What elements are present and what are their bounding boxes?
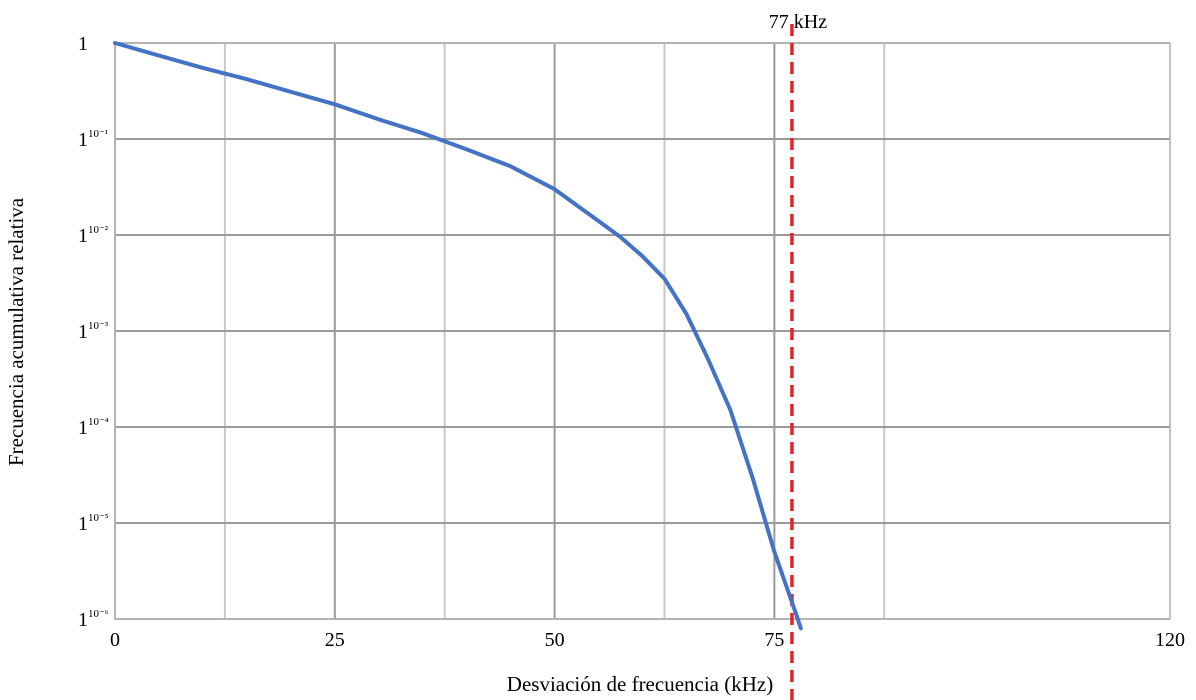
plot-border <box>114 42 1171 620</box>
y-axis-label: Frecuencia acumulativa relativa <box>4 197 28 466</box>
series-line <box>113 41 803 631</box>
grid <box>114 42 1171 620</box>
y-tick-label: 110⁻³ <box>78 320 109 343</box>
y-tick-label: 1 <box>78 33 88 55</box>
y-tick-labels: 1 110⁻¹ 110⁻² 110⁻³ 110⁻⁴ 110⁻⁵ 110⁻⁶ <box>78 33 109 631</box>
y-tick-label: 110⁻² <box>78 224 109 247</box>
threshold-label: 77 kHz <box>769 11 827 33</box>
y-tick-label: 110⁻⁵ <box>78 512 109 535</box>
y-tick-label: 110⁻¹ <box>78 128 108 151</box>
series-layer <box>113 41 803 631</box>
y-tick-label: 110⁻⁶ <box>78 608 109 631</box>
x-tick-label: 120 <box>1155 629 1185 651</box>
x-axis-label: Desviación de frecuencia (kHz) <box>507 672 773 696</box>
x-tick-label: 75 <box>764 629 784 651</box>
x-tick-labels: 0 25 50 75 120 <box>110 629 1185 651</box>
y-tick-label: 110⁻⁴ <box>78 416 109 439</box>
x-tick-label: 0 <box>110 629 120 651</box>
marker-layer: 77 kHz <box>769 11 827 700</box>
x-tick-label: 25 <box>325 629 345 651</box>
x-tick-label: 50 <box>545 629 565 651</box>
